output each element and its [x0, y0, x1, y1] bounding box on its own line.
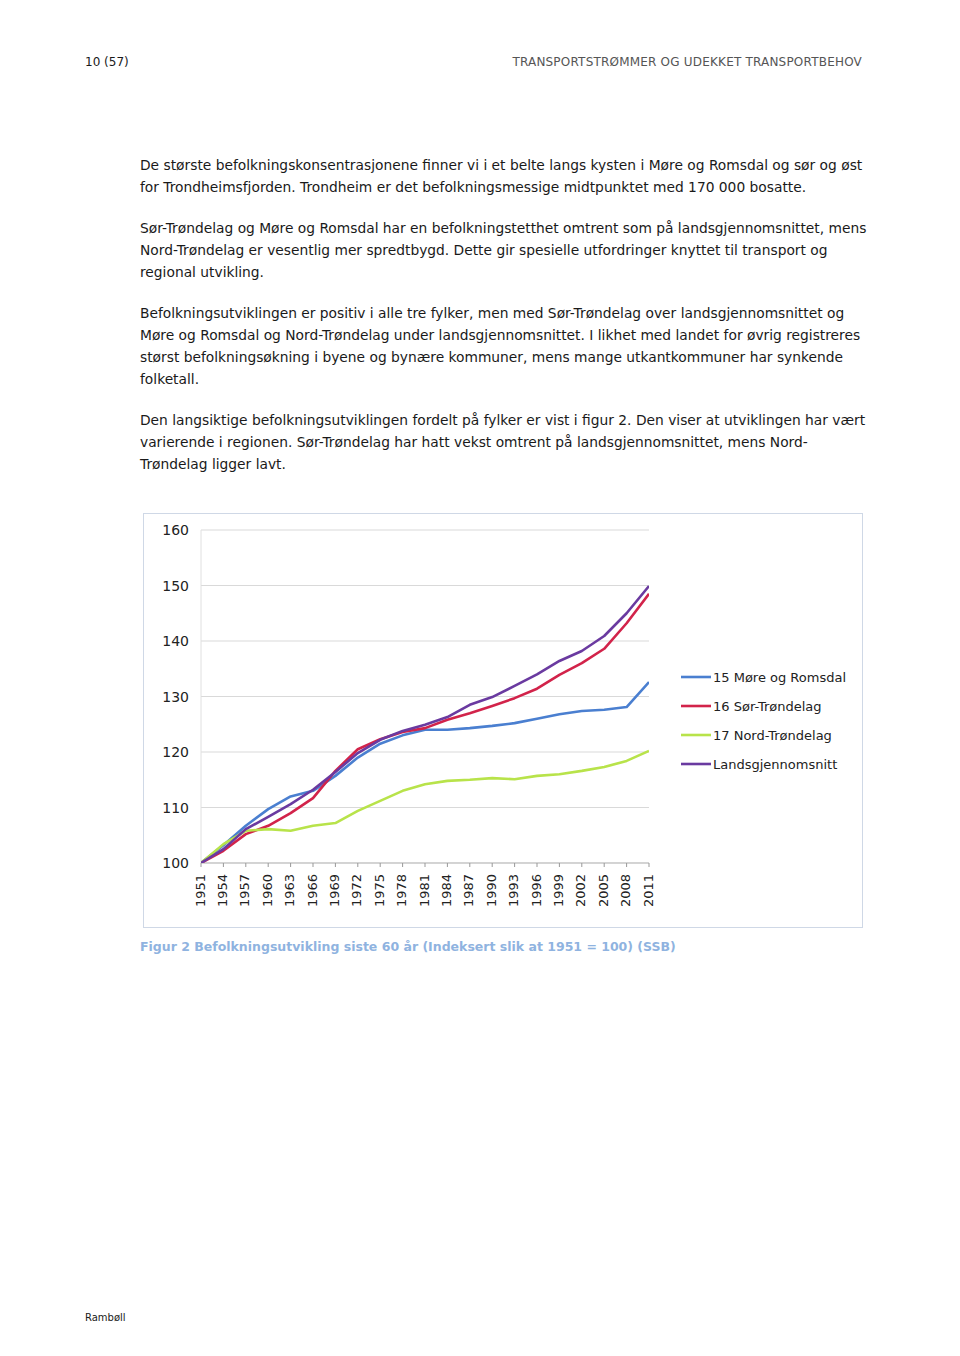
legend-swatch	[681, 676, 711, 679]
x-tick	[581, 863, 582, 867]
plot-lines	[201, 586, 649, 863]
x-tick-label: 1957	[237, 874, 252, 907]
x-tick	[492, 863, 493, 867]
x-tick	[357, 863, 358, 867]
paragraph: De største befolkningskonsentrasjonene f…	[140, 154, 870, 198]
x-tick	[402, 863, 403, 867]
x-tick	[335, 863, 336, 867]
series-line	[201, 586, 649, 863]
x-tick	[514, 863, 515, 867]
grid-line	[201, 641, 649, 642]
y-tick-label: 160	[162, 522, 189, 538]
grid-line	[201, 530, 649, 531]
x-tick	[649, 863, 650, 867]
footer: Rambøll	[85, 1312, 126, 1323]
x-tick	[245, 863, 246, 867]
x-tick-label: 1972	[349, 874, 364, 907]
legend-label: 17 Nord-Trøndelag	[713, 728, 832, 743]
y-tick-label: 120	[162, 744, 189, 760]
y-tick-label: 150	[162, 578, 189, 594]
x-tick-label: 1996	[529, 874, 544, 907]
x-tick-label: 1960	[260, 874, 275, 907]
x-tick-label: 1990	[484, 874, 499, 907]
x-tick-label: 1975	[372, 874, 387, 907]
x-tick-label: 2005	[596, 874, 611, 907]
series-line	[201, 594, 649, 863]
x-tick-label: 1969	[327, 874, 342, 907]
x-tick-label: 1984	[439, 874, 454, 907]
legend-swatch	[681, 763, 711, 766]
x-tick	[201, 863, 202, 867]
x-tick-label: 1966	[305, 874, 320, 907]
x-tick-label: 1981	[417, 874, 432, 907]
x-tick	[604, 863, 605, 867]
x-tick	[626, 863, 627, 867]
figure-caption: Figur 2 Befolkningsutvikling siste 60 år…	[140, 939, 676, 954]
legend-swatch	[681, 734, 711, 737]
grid-line	[201, 696, 649, 697]
legend-label: 16 Sør-Trøndelag	[713, 699, 822, 714]
x-tick	[313, 863, 314, 867]
x-tick	[537, 863, 538, 867]
paragraph: Sør-Trøndelag og Møre og Romsdal har en …	[140, 217, 870, 283]
x-tick	[447, 863, 448, 867]
x-tick	[223, 863, 224, 867]
x-tick-label: 1987	[461, 874, 476, 907]
paragraph: Den langsiktige befolkningsutviklingen f…	[140, 409, 870, 475]
x-tick	[469, 863, 470, 867]
x-tick-label: 1999	[551, 874, 566, 907]
x-tick	[380, 863, 381, 867]
body-text: De største befolkningskonsentrasjonene f…	[140, 154, 870, 494]
y-tick-label: 110	[162, 800, 189, 816]
x-tick-label: 2002	[573, 874, 588, 907]
chart: 100 110 120 130 140 150 160 1951 1954 1957 1960 196…	[143, 513, 863, 928]
legend-label: Landsgjennomsnitt	[713, 757, 837, 772]
y-axis	[201, 530, 202, 863]
x-tick-label: 1951	[193, 874, 208, 907]
series-line	[201, 751, 649, 863]
page-number: 10 (57)	[85, 55, 129, 69]
legend-swatch	[681, 705, 711, 708]
x-tick	[425, 863, 426, 867]
x-tick	[559, 863, 560, 867]
x-tick-label: 1978	[394, 874, 409, 907]
x-tick-label: 1993	[506, 874, 521, 907]
x-tick	[268, 863, 269, 867]
grid-line	[201, 752, 649, 753]
x-tick-label: 1954	[215, 874, 230, 907]
grid-line	[201, 585, 649, 586]
legend-label: 15 Møre og Romsdal	[713, 670, 846, 685]
y-tick-label: 100	[162, 855, 189, 871]
x-tick-label: 1963	[282, 874, 297, 907]
chart-svg: 100 110 120 130 140 150 160 1951 1954 1957 1960 196…	[144, 514, 862, 927]
x-tick-label: 2011	[641, 874, 656, 907]
series-line	[201, 682, 649, 863]
y-tick-label: 140	[162, 633, 189, 649]
paragraph: Befolkningsutviklingen er positiv i alle…	[140, 302, 870, 390]
y-tick-label: 130	[162, 689, 189, 705]
x-tick-label: 2008	[618, 874, 633, 907]
running-title: TRANSPORTSTRØMMER OG UDEKKET TRANSPORTBE…	[512, 55, 862, 69]
x-tick	[290, 863, 291, 867]
